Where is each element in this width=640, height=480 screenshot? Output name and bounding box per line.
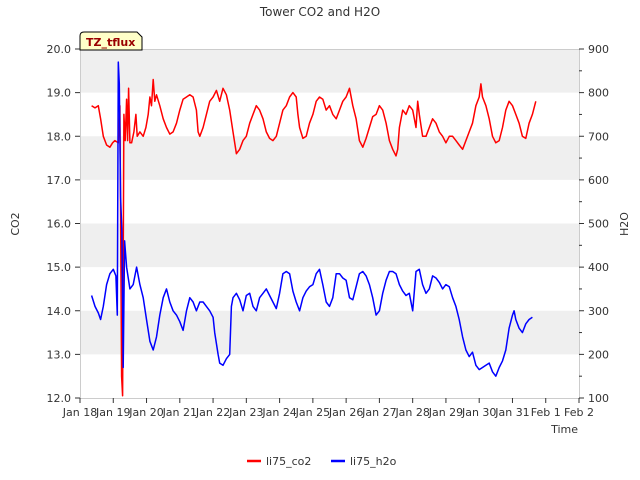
- x-tick-label: Jan 22: [195, 406, 230, 419]
- legend-label-co2: li75_co2: [266, 455, 311, 468]
- x-tick-label: Jan 27: [361, 406, 396, 419]
- series-lines: [90, 61, 537, 397]
- badge-label: TZ_tflux: [86, 36, 135, 49]
- y-right-tick-label: 600: [588, 174, 609, 187]
- chart-title: Tower CO2 and H2O: [259, 5, 380, 19]
- x-tick-label: Feb 2: [564, 406, 594, 419]
- grid-bands: [80, 49, 579, 355]
- grid-band: [80, 49, 579, 93]
- x-tick-label: Jan 31: [494, 406, 529, 419]
- y-left-tick-label: 18.0: [47, 130, 72, 143]
- x-tick-label: Jan 26: [328, 406, 363, 419]
- x-tick-label: Jan 28: [394, 406, 429, 419]
- y-right-tick-label: 300: [588, 305, 609, 318]
- grid-band: [80, 223, 579, 268]
- y-right-tick-label: 500: [588, 218, 609, 231]
- badge-shape: [79, 31, 143, 51]
- y-right-tick-label: 400: [588, 261, 609, 274]
- y-left-tick-label: 12.0: [47, 392, 72, 405]
- y-left-tick-label: 13.0: [47, 348, 72, 361]
- x-tick-label: Feb 1: [531, 406, 561, 419]
- x-tick-label: Jan 23: [228, 406, 263, 419]
- y-axis-left: 12.0 13.0 14.0 15.0 16.0 17.0 18.0 19.0 20.0: [47, 43, 80, 405]
- x-tick-label: Jan 21: [162, 406, 197, 419]
- y-axis-left-label: CO2: [9, 212, 22, 235]
- y-left-tick-label: 17.0: [47, 174, 72, 187]
- y-left-tick-label: 20.0: [47, 43, 72, 56]
- series-line-li75_h2o: [90, 61, 533, 377]
- y-right-tick-label: 700: [588, 130, 609, 143]
- y-axis-right: 100 200 300 400 500 600 700 800 900: [579, 43, 609, 405]
- x-tick-label: Jan 25: [295, 406, 330, 419]
- y-left-tick-label: 16.0: [47, 218, 72, 231]
- y-right-tick-label: 900: [588, 43, 609, 56]
- x-tick-label: Jan 30: [461, 406, 496, 419]
- x-axis-label: Time: [550, 423, 578, 436]
- x-tick-label: Jan 29: [428, 406, 463, 419]
- site-badge: TZ_tflux: [79, 31, 143, 51]
- grid-band: [80, 310, 579, 355]
- y-right-tick-label: 100: [588, 392, 609, 405]
- y-right-tick-label: 200: [588, 348, 609, 361]
- x-tick-label: Jan 20: [128, 406, 163, 419]
- y-axis-right-label: H2O: [618, 212, 631, 236]
- y-right-tick-label: 800: [588, 87, 609, 100]
- legend-label-h2o: li75_h2o: [350, 455, 397, 468]
- grid-band: [80, 136, 579, 180]
- legend: li75_co2 li75_h2o: [247, 455, 397, 468]
- x-tick-label: Jan 19: [95, 406, 130, 419]
- y-left-tick-label: 14.0: [47, 305, 72, 318]
- series-line-li75_co2: [91, 78, 537, 397]
- x-tick-label: Jan 24: [261, 406, 296, 419]
- y-left-tick-label: 19.0: [47, 87, 72, 100]
- y-left-tick-label: 15.0: [47, 261, 72, 274]
- x-tick-label: Jan 18: [62, 406, 97, 419]
